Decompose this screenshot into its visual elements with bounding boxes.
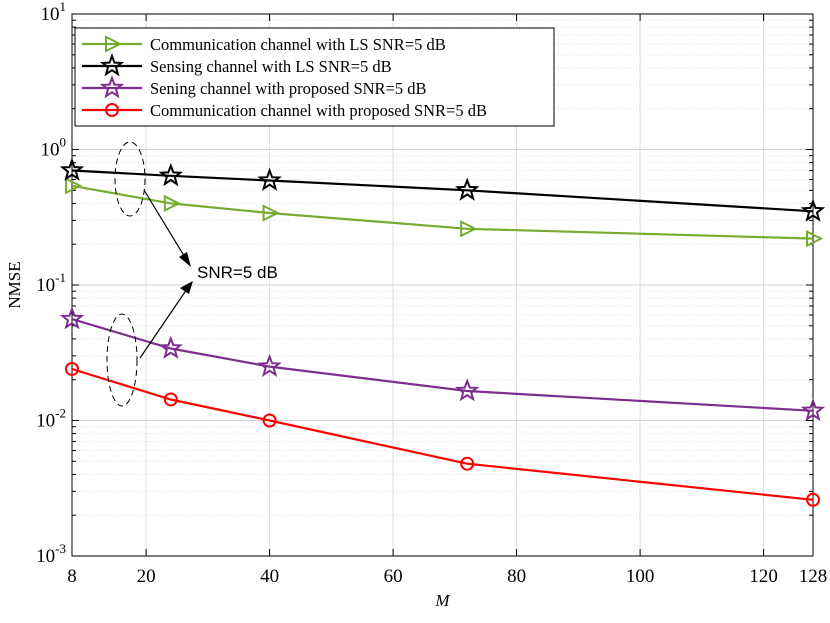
upper-arrow-head [179, 252, 191, 267]
legend-marker [105, 35, 123, 53]
x-tick-label: 128 [799, 566, 828, 587]
legend-label: Communication channel with LS SNR=5 dB [150, 35, 446, 54]
legend-marker [105, 103, 119, 117]
y-tick-base: 10 [36, 411, 55, 432]
lower-arrow-line [139, 288, 188, 359]
series-point [257, 167, 282, 191]
x-axis-label: M [434, 591, 450, 610]
legend-label: Sening channel with proposed SNR=5 dB [150, 79, 427, 98]
legend-label: Sensing channel with LS SNR=5 dB [150, 57, 392, 76]
series-point [460, 220, 478, 238]
series-point [257, 353, 282, 378]
series-2 [59, 157, 826, 222]
series-point [454, 378, 480, 402]
series-point [454, 177, 480, 201]
legend-entry: Communication channel with proposed SNR=… [82, 101, 487, 120]
series-1 [65, 177, 824, 248]
x-tick-label: 120 [749, 566, 778, 587]
legend-entry: Sensing channel with LS SNR=5 dB [82, 53, 392, 77]
y-tick-base: 10 [41, 4, 60, 25]
series-point [262, 413, 277, 428]
series-line [71, 184, 814, 240]
legend-entry: Communication channel with LS SNR=5 dB [82, 35, 446, 54]
y-tick-base: 10 [36, 546, 55, 567]
axes: 8 20 40 60 80 100 120 12810-310-210-1100101MNMS… [5, 0, 827, 610]
y-tick-base: 10 [36, 275, 55, 296]
series-line [71, 169, 814, 213]
y-tick-label: 10-2 [36, 406, 66, 432]
series-point [163, 392, 178, 407]
series-point [163, 194, 182, 213]
upper-arrow-line [143, 189, 187, 260]
x-tick-label: 40 [260, 566, 279, 587]
y-tick-label: 101 [41, 0, 67, 25]
legend-label: Communication channel with proposed SNR=… [150, 101, 487, 120]
x-tick-label: 60 [384, 566, 403, 587]
legend: Communication channel with LS SNR=5 dB Se… [74, 27, 555, 127]
series-point [65, 361, 79, 376]
annotation: SNR=5 dB [106, 141, 278, 407]
x-tick-label: 20 [137, 566, 156, 587]
x-tick-label: 8 [67, 566, 77, 587]
series-line [71, 367, 814, 501]
y-tick-exponent: -1 [55, 270, 66, 285]
lower-group-ellipse [106, 313, 138, 407]
legend-box [74, 27, 555, 127]
y-tick-exponent: -3 [55, 541, 66, 556]
series-point [806, 229, 824, 248]
series-point [806, 492, 820, 507]
annotation-label: SNR=5 dB [197, 263, 278, 282]
y-tick-label: 100 [41, 135, 67, 161]
y-tick-exponent: 1 [60, 0, 67, 14]
series-point [158, 335, 184, 359]
series-point [460, 456, 475, 471]
y-axis-label: NMSE [5, 261, 24, 308]
y-tick-base: 10 [41, 140, 60, 161]
y-tick-label: 10-3 [36, 541, 66, 567]
series-point [800, 198, 826, 222]
y-tick-exponent: 0 [60, 135, 67, 150]
series-layer [59, 157, 826, 507]
series-point [59, 306, 85, 330]
legend-marker [99, 53, 125, 77]
x-tick-label: 100 [626, 566, 655, 587]
series-point [800, 397, 826, 422]
series-point [158, 162, 184, 187]
series-point [65, 177, 83, 195]
y-tick-exponent: -2 [55, 406, 66, 421]
legend-entry: Sening channel with proposed SNR=5 dB [82, 75, 427, 99]
legend-marker [99, 75, 125, 99]
series-point [59, 157, 85, 181]
series-line [71, 318, 814, 412]
upper-group-ellipse [114, 141, 146, 217]
lower-arrow-head [180, 281, 193, 294]
x-tick-label: 80 [507, 566, 526, 587]
series-3 [59, 306, 826, 422]
y-tick-label: 10-1 [36, 270, 66, 296]
series-4 [65, 361, 820, 507]
series-point [262, 204, 280, 222]
